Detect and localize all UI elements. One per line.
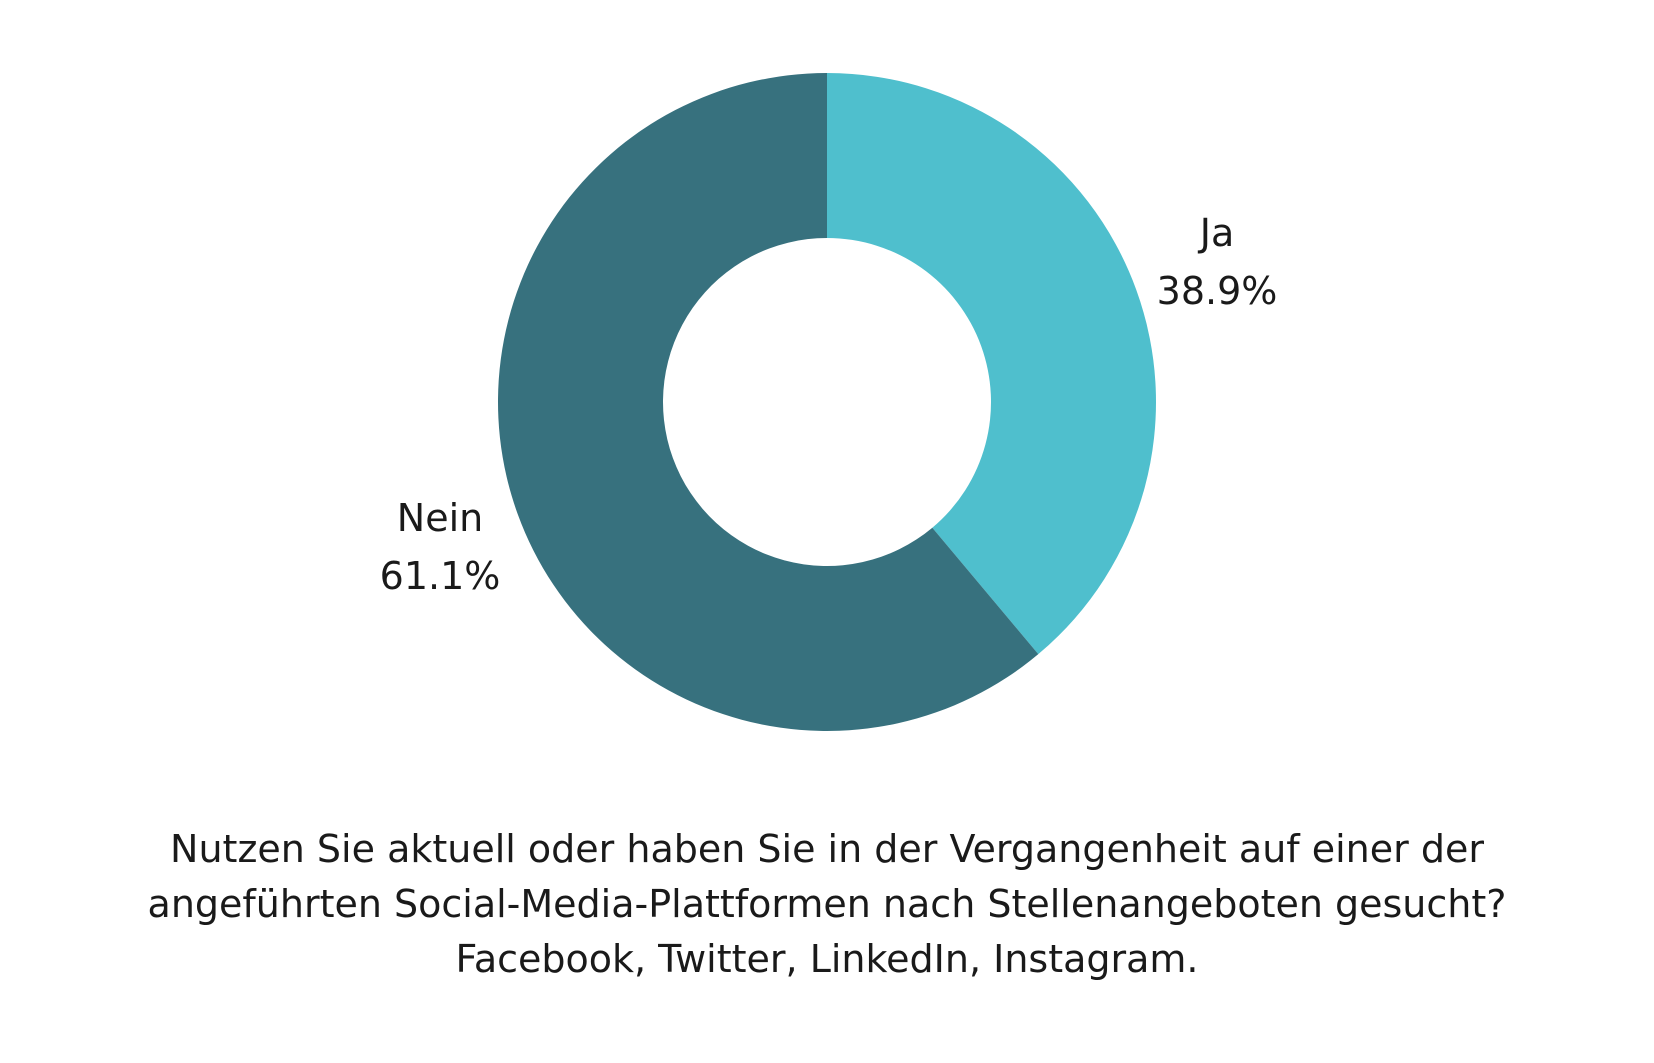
slice-label-ja-name: Ja xyxy=(1198,211,1235,255)
chart-caption: Nutzen Sie aktuell oder haben Sie in der… xyxy=(60,822,1594,987)
slice-label-ja-value: 38.9% xyxy=(1157,269,1278,313)
slice-ja xyxy=(827,73,1156,655)
slice-nein xyxy=(497,73,1039,732)
slice-label-nein-value: 61.1% xyxy=(380,554,501,598)
caption-line-3: Facebook, Twitter, LinkedIn, Instagram. xyxy=(455,937,1199,981)
caption-line-1: Nutzen Sie aktuell oder haben Sie in der… xyxy=(170,827,1484,871)
donut-slices xyxy=(497,73,1156,732)
donut-chart: Ja 38.9% Nein 61.1% xyxy=(380,73,1278,732)
caption-line-2: angeführten Social-Media-Plattformen nac… xyxy=(147,882,1507,926)
slice-label-nein-name: Nein xyxy=(397,496,483,540)
